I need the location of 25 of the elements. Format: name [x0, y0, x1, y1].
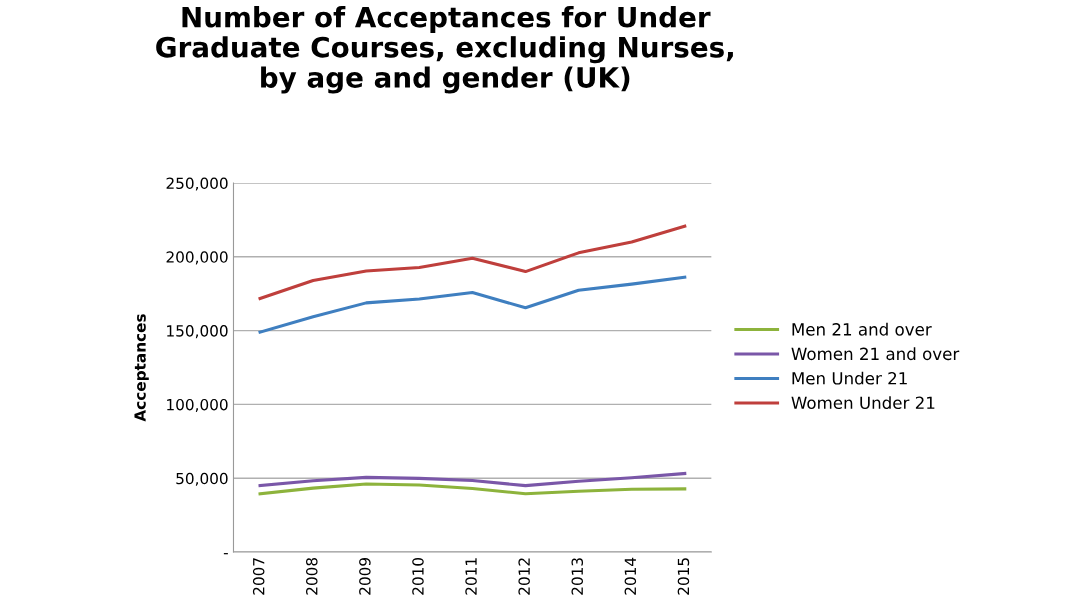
x-tick-label: 2015 — [677, 558, 690, 595]
x-tick-label: 2014 — [624, 557, 637, 595]
y-axis-title: Acceptances — [134, 314, 149, 422]
line-series — [258, 275, 687, 334]
x-tick-label: 2008 — [306, 557, 318, 595]
x-tick-label: 2011 — [465, 558, 477, 595]
y-tick-label: 100,000 — [167, 398, 228, 413]
legend-label: Women Under 21 — [791, 396, 935, 410]
x-tick-label: 2007 — [252, 558, 265, 595]
y-tick-label: 200,000 — [166, 251, 228, 265]
y-tick-label: 250,000 — [166, 177, 228, 191]
legend-label: Men Under 21 — [792, 371, 907, 385]
line-series — [258, 471, 687, 488]
y-tick-label: 50,000 — [176, 472, 228, 486]
x-tick-label: 2009 — [359, 557, 371, 595]
legend-label: Women 21 and over — [791, 347, 960, 361]
y-tick-label: - — [223, 553, 228, 555]
line-series — [258, 224, 687, 300]
legend-label: Men 21 and over — [792, 322, 932, 336]
x-tick-label: 2012 — [518, 558, 530, 595]
x-tick-label: 2010 — [412, 557, 424, 595]
line-series — [258, 482, 687, 496]
x-tick-label: 2013 — [571, 558, 584, 595]
y-tick-label: 150,000 — [167, 325, 228, 339]
chart-title: Number of Acceptances for Under Graduate Courses, excluding Nurses, by age and gender (UK) — [156, 6, 733, 94]
